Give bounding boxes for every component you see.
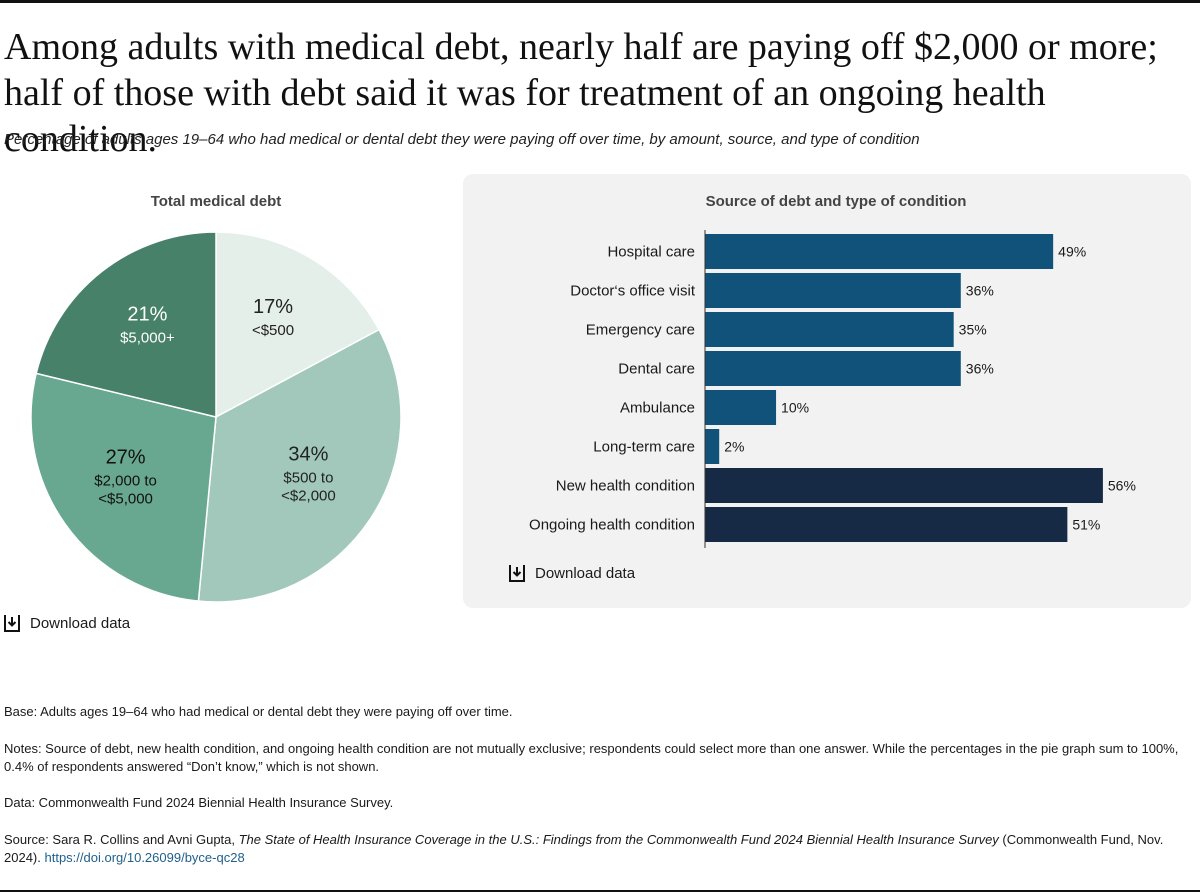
footer-data: Data: Commonwealth Fund 2024 Biennial He… bbox=[4, 795, 394, 810]
bar-chart-panel: Source of debt and type of condition Hos… bbox=[463, 174, 1191, 608]
pie-slice-label: <$5,000 bbox=[98, 490, 153, 507]
bar-category-label: Ongoing health condition bbox=[529, 517, 695, 534]
source-prefix: Source: Sara R. Collins and Avni Gupta, bbox=[4, 832, 239, 847]
bar bbox=[705, 351, 961, 386]
pie-chart: 17% <$500 34% $500 to<$2,000 27% $2,000 to<$5… bbox=[30, 231, 402, 603]
pie-slice bbox=[197, 328, 402, 603]
bar-value-label: 35% bbox=[959, 322, 987, 338]
pie-slice bbox=[215, 231, 381, 419]
bar bbox=[705, 468, 1103, 503]
pie-slice-percent: 21% bbox=[127, 304, 167, 326]
pie-download-label: Download data bbox=[30, 614, 131, 632]
pie-download-button[interactable]: Download data bbox=[4, 614, 130, 632]
bar bbox=[705, 273, 961, 308]
bar-category-label: Emergency care bbox=[586, 322, 695, 339]
bar-download-label: Download data bbox=[535, 564, 636, 582]
pie-chart-title: Total medical debt bbox=[150, 193, 282, 210]
bar bbox=[705, 390, 777, 425]
bar-category-label: New health condition bbox=[556, 478, 695, 495]
footer-base: Base: Adults ages 19–64 who had medical … bbox=[4, 704, 513, 719]
source-title: The State of Health Insurance Coverage i… bbox=[238, 832, 999, 847]
bar-value-label: 10% bbox=[781, 400, 809, 416]
pie-slice-percent: 27% bbox=[106, 446, 146, 468]
footer-notes: Notes: Source of debt, new health condit… bbox=[4, 741, 1179, 774]
bar-category-label: Dental care bbox=[618, 361, 695, 378]
bar bbox=[705, 507, 1068, 542]
bottom-rule bbox=[0, 890, 1200, 892]
bar-value-label: 56% bbox=[1108, 478, 1136, 494]
bar-category-label: Long-term care bbox=[593, 439, 695, 456]
bar-category-label: Ambulance bbox=[620, 400, 695, 417]
headline: Among adults with medical debt, nearly h… bbox=[4, 24, 1194, 162]
source-suffix: (Commonwealth Fund, Nov. 2024). bbox=[4, 832, 1164, 865]
download-icon bbox=[509, 565, 525, 582]
pie-slice-label: <$2,000 bbox=[281, 487, 336, 504]
bar-value-label: 36% bbox=[966, 283, 994, 299]
bar bbox=[705, 234, 1054, 269]
bar-category-label: Doctor‘s office visit bbox=[570, 283, 696, 300]
bar bbox=[705, 429, 720, 464]
source-link[interactable]: https://doi.org/10.26099/byce-qc28 bbox=[44, 850, 245, 865]
pie-slice-label: $2,000 to bbox=[94, 472, 157, 489]
download-icon bbox=[4, 615, 20, 632]
footer-source: Source: Sara R. Collins and Avni Gupta, … bbox=[4, 831, 1189, 867]
pie-slice-label: $5,000+ bbox=[120, 330, 175, 347]
pie-slice-label: $500 to bbox=[283, 469, 333, 486]
bar-value-label: 36% bbox=[966, 361, 994, 377]
bar-value-label: 49% bbox=[1058, 244, 1086, 260]
pie-slice bbox=[35, 231, 217, 418]
bar bbox=[705, 312, 954, 347]
headline-line-2: half of those with debt said it was for … bbox=[4, 72, 1046, 160]
pie-slice-percent: 34% bbox=[288, 443, 328, 465]
bar-download-button[interactable]: Download data bbox=[509, 564, 635, 582]
pie-slice-label: <$500 bbox=[252, 322, 294, 339]
top-rule bbox=[0, 0, 1200, 3]
bar-chart: Hospital care 49% Doctor‘s office visit 36%… bbox=[529, 230, 1136, 548]
pie-slice bbox=[30, 372, 217, 602]
bar-chart-title: Source of debt and type of condition bbox=[705, 193, 967, 210]
headline-line-1: Among adults with medical debt, nearly h… bbox=[4, 26, 1158, 68]
bar-value-label: 51% bbox=[1072, 517, 1100, 533]
bar-value-label: 2% bbox=[724, 439, 744, 455]
subtitle: Percentage of adults ages 19–64 who had … bbox=[4, 131, 920, 148]
pie-slice-percent: 17% bbox=[253, 296, 293, 318]
bar-category-label: Hospital care bbox=[607, 244, 695, 261]
